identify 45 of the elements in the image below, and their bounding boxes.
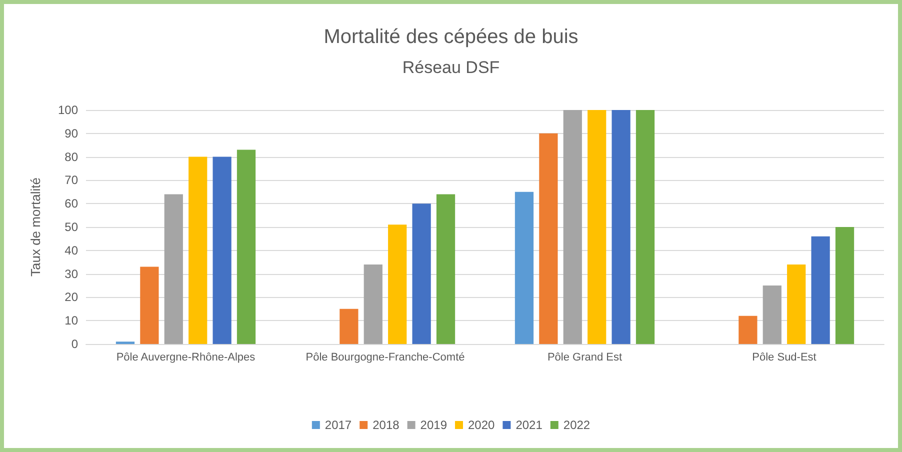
- legend-label: 2018: [372, 418, 400, 432]
- bar: [388, 224, 407, 344]
- y-tick-label: 40: [64, 243, 78, 258]
- bar: [340, 308, 358, 344]
- chart-subtitle: Réseau DSF: [402, 58, 500, 77]
- bar: [588, 110, 606, 344]
- y-tick-label: 60: [64, 196, 78, 211]
- bar: [364, 264, 382, 344]
- y-tick-label: 30: [64, 266, 78, 281]
- x-tick-label: Pôle Bourgogne-Franche-Comté: [306, 352, 465, 364]
- bar: [762, 286, 782, 344]
- x-tick-label: Pôle Grand Est: [547, 352, 622, 364]
- bar: [738, 316, 758, 344]
- bar: [539, 133, 558, 344]
- bar: [164, 194, 183, 344]
- y-tick-label: 100: [58, 103, 78, 117]
- legend-label: 2022: [563, 418, 590, 432]
- chart-title: Mortalité des cépées de buis: [324, 26, 578, 48]
- bar: [514, 192, 534, 344]
- bar: [140, 266, 159, 344]
- bar: [636, 110, 655, 344]
- legend-label: 2019: [420, 418, 448, 432]
- bar: [787, 264, 806, 344]
- bar: [188, 156, 208, 344]
- y-tick-label: 20: [64, 290, 78, 304]
- bar: [835, 227, 854, 344]
- bar: [563, 110, 582, 344]
- bar: [436, 194, 456, 344]
- legend-label: 2020: [468, 418, 496, 432]
- bar: [612, 110, 630, 344]
- y-tick-label: 90: [64, 126, 78, 140]
- bar: [412, 204, 431, 344]
- bar: [236, 150, 256, 344]
- bar: [212, 156, 232, 344]
- x-tick-label: Pôle Sud-Est: [752, 352, 816, 364]
- y-tick-label: 50: [64, 220, 78, 234]
- y-tick-label: 0: [71, 337, 78, 351]
- y-axis-title: Taux de mortalité: [28, 178, 43, 276]
- y-tick-label: 10: [64, 314, 78, 328]
- x-tick-label: Pôle Auvergne-Rhône-Alpes: [116, 352, 256, 364]
- y-tick-label: 80: [64, 150, 78, 164]
- y-tick-label: 70: [64, 173, 78, 188]
- legend-label: 2021: [516, 418, 543, 432]
- legend-label: 2017: [324, 418, 352, 432]
- bar: [811, 236, 830, 344]
